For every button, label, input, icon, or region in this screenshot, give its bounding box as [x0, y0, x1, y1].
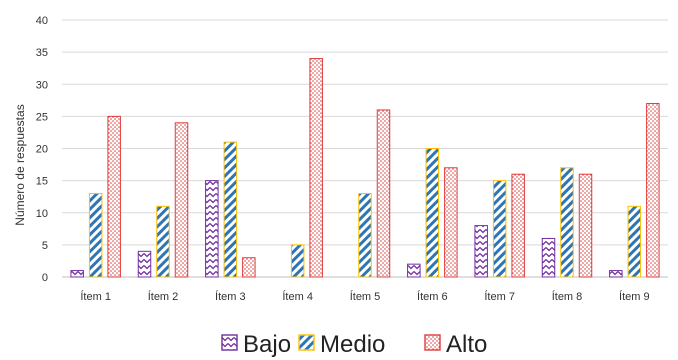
y-tick-label: 30 [36, 79, 48, 91]
bar-medio-4 [290, 244, 305, 278]
x-tick-label: Ítem 5 [350, 290, 381, 303]
bars [70, 58, 660, 278]
x-tick-label: Ítem 9 [619, 290, 650, 303]
bar-bajo-9 [609, 270, 623, 278]
bar-medio-7 [492, 180, 507, 278]
x-tick-label: Ítem 6 [417, 290, 448, 303]
legend-swatch [221, 334, 238, 351]
bar-alto-1 [107, 115, 121, 278]
legend-swatch [298, 334, 315, 351]
bar-medio-3 [223, 141, 238, 278]
legend-label: Alto [446, 331, 487, 358]
bar-medio-9 [627, 205, 642, 278]
legend-item-bajo: Bajo [221, 331, 291, 358]
bar-medio-1 [88, 192, 103, 278]
legend: Bajo Medio Alto [221, 331, 487, 358]
bar-alto-8 [578, 173, 593, 278]
bar-medio-6 [425, 148, 440, 278]
legend-label: Medio [320, 331, 385, 358]
y-tick-label: 20 [36, 144, 48, 156]
bar-medio-5 [358, 192, 372, 278]
bar-bajo-3 [205, 180, 219, 278]
bar-bajo-8 [541, 237, 556, 278]
y-tick-label: 35 [36, 47, 48, 59]
bar-alto-7 [511, 173, 525, 278]
y-tick-label: 5 [42, 240, 48, 252]
bar-alto-5 [376, 109, 391, 278]
x-axis-ticks: Ítem 1 Ítem 2 Ítem 3 Ítem 4 Ítem 5 Ítem 6 Ítem… [80, 290, 649, 303]
x-tick-label: Ítem 4 [282, 290, 313, 303]
y-tick-label: 15 [36, 176, 48, 188]
y-tick-label: 40 [36, 15, 48, 27]
bar-alto-6 [444, 167, 458, 278]
bar-bajo-7 [474, 225, 488, 278]
bar-alto-9 [646, 103, 660, 278]
bar-bajo-2 [137, 250, 152, 278]
bar-medio-2 [156, 205, 170, 278]
x-tick-label: Ítem 1 [80, 290, 111, 303]
bar-bajo-6 [407, 263, 421, 278]
x-tick-label: Ítem 8 [552, 290, 583, 303]
bar-medio-8 [560, 167, 574, 278]
bar-alto-3 [242, 257, 256, 278]
legend-item-alto: Alto [424, 331, 487, 358]
legend-label: Bajo [243, 331, 291, 358]
bar-alto-4 [309, 58, 323, 278]
legend-swatch [424, 334, 441, 351]
y-tick-label: 25 [36, 111, 48, 123]
x-tick-label: Ítem 7 [484, 290, 515, 303]
x-tick-label: Ítem 3 [215, 290, 246, 303]
bar-alto-2 [174, 122, 189, 278]
x-tick-label: Ítem 2 [148, 290, 179, 303]
y-tick-label: 10 [36, 208, 48, 220]
bar-bajo-1 [70, 270, 84, 278]
legend-item-medio: Medio [298, 331, 385, 358]
y-axis-title: Número de respuestas [13, 104, 27, 225]
y-axis-ticks: 0 5 10 15 20 25 30 35 40 [36, 15, 48, 284]
y-tick-label: 0 [42, 272, 48, 284]
